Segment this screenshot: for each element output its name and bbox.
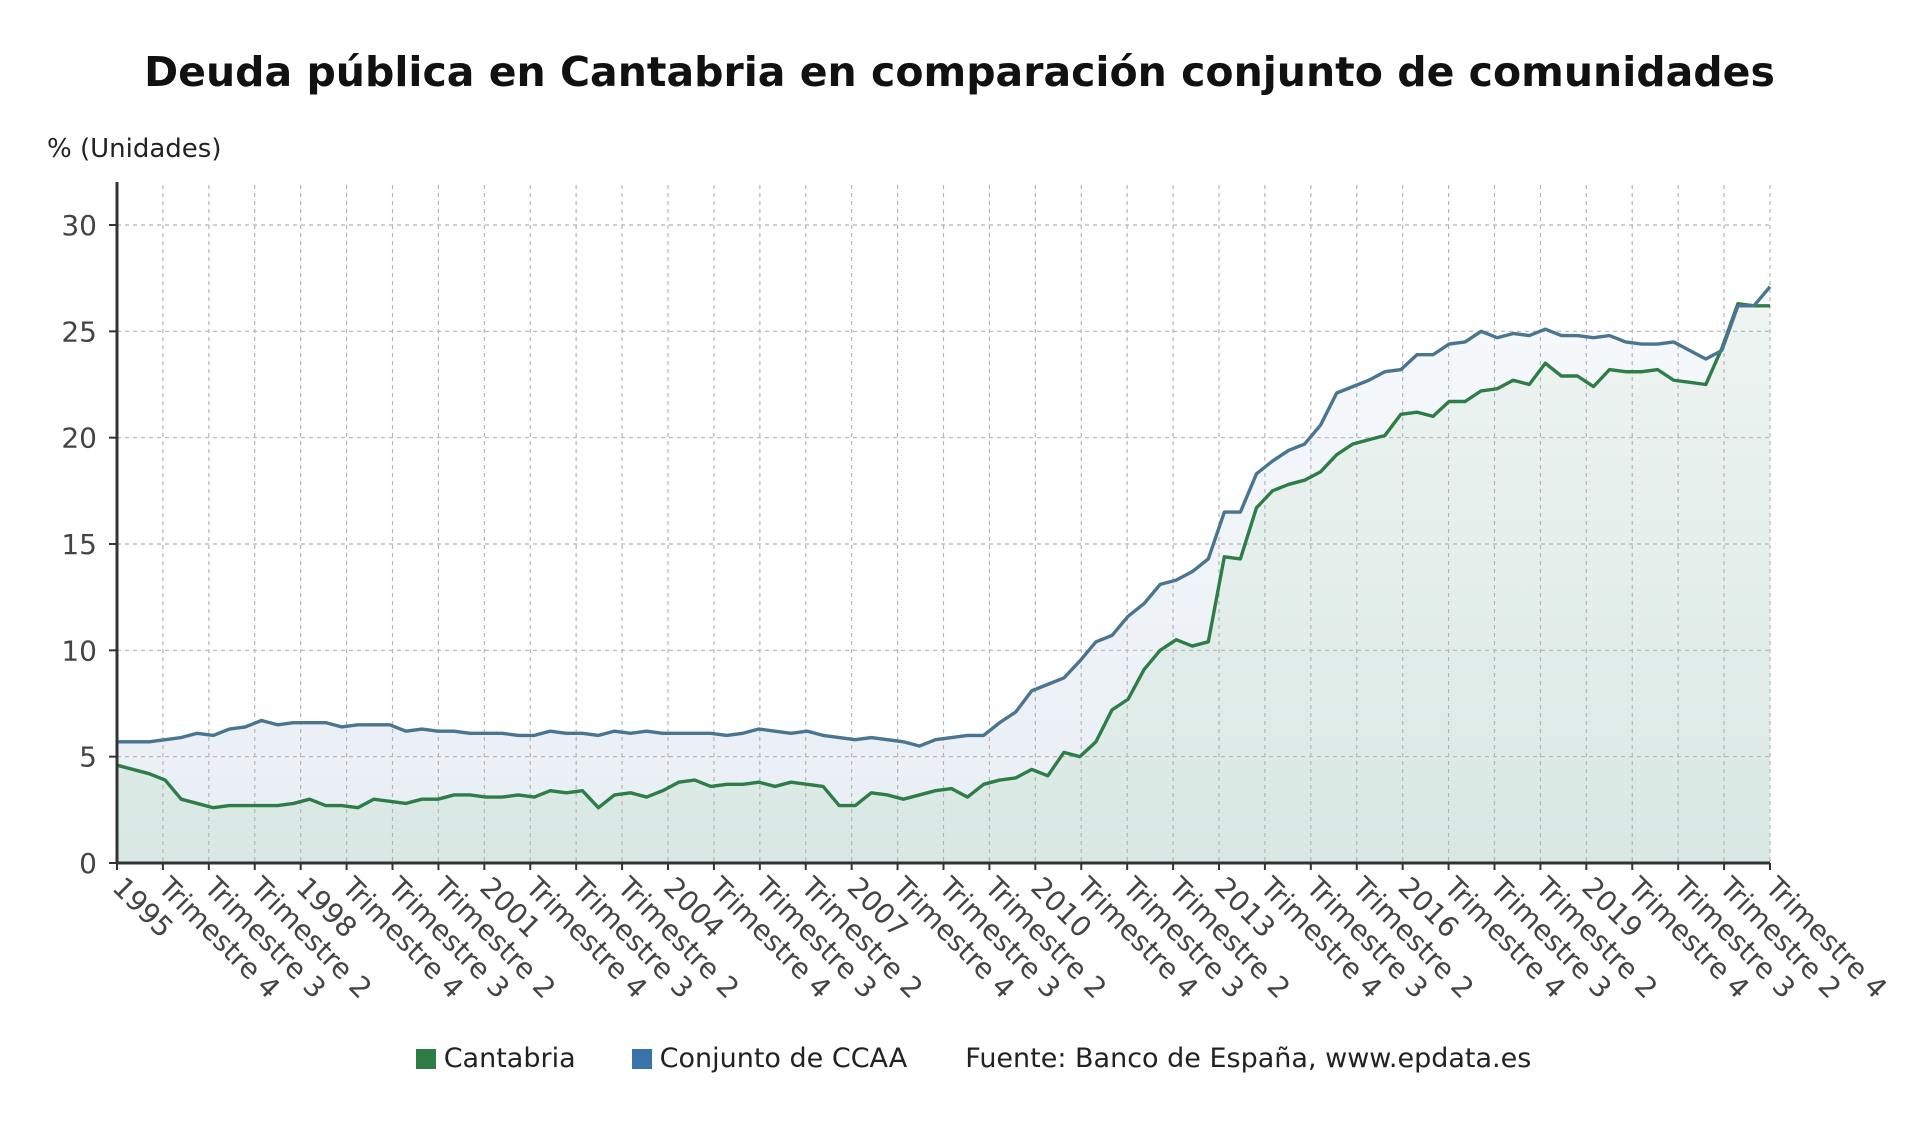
y-tick-labels: 0 5 10 15 20 25 30	[61, 209, 97, 880]
chart-title: Deuda pública en Cantabria en comparació…	[144, 48, 1775, 96]
series-areas	[117, 286, 1770, 863]
series-line-cantabria	[116, 301, 1770, 810]
series-line-ccaa	[117, 285, 1772, 748]
series-lines	[116, 285, 1772, 810]
y-tick-label: 10	[61, 634, 97, 667]
legend-label-ccaa: Conjunto de CCAA	[659, 1043, 908, 1074]
source-note: Fuente: Banco de España, www.epdata.es	[965, 1043, 1532, 1074]
y-tick-label: 30	[61, 209, 97, 242]
y-tick-label: 5	[79, 741, 97, 774]
legend: Cantabria Conjunto de CCAA Fuente: Banco…	[0, 1043, 1919, 1074]
y-tick-label: 0	[79, 847, 97, 880]
legend-label-cantabria: Cantabria	[443, 1043, 576, 1074]
grid-lines	[117, 185, 1771, 863]
legend-item-ccaa: Conjunto de CCAA	[631, 1043, 908, 1074]
legend-swatch-cantabria	[415, 1048, 436, 1069]
axes	[109, 182, 1771, 870]
y-tick-label: 20	[61, 422, 97, 455]
legend-item-cantabria: Cantabria	[415, 1043, 576, 1074]
legend-swatch-ccaa	[631, 1048, 652, 1069]
y-tick-label: 15	[61, 528, 97, 561]
y-tick-label: 25	[61, 315, 97, 348]
y-axis-unit-label: % (Unidades)	[47, 134, 222, 164]
